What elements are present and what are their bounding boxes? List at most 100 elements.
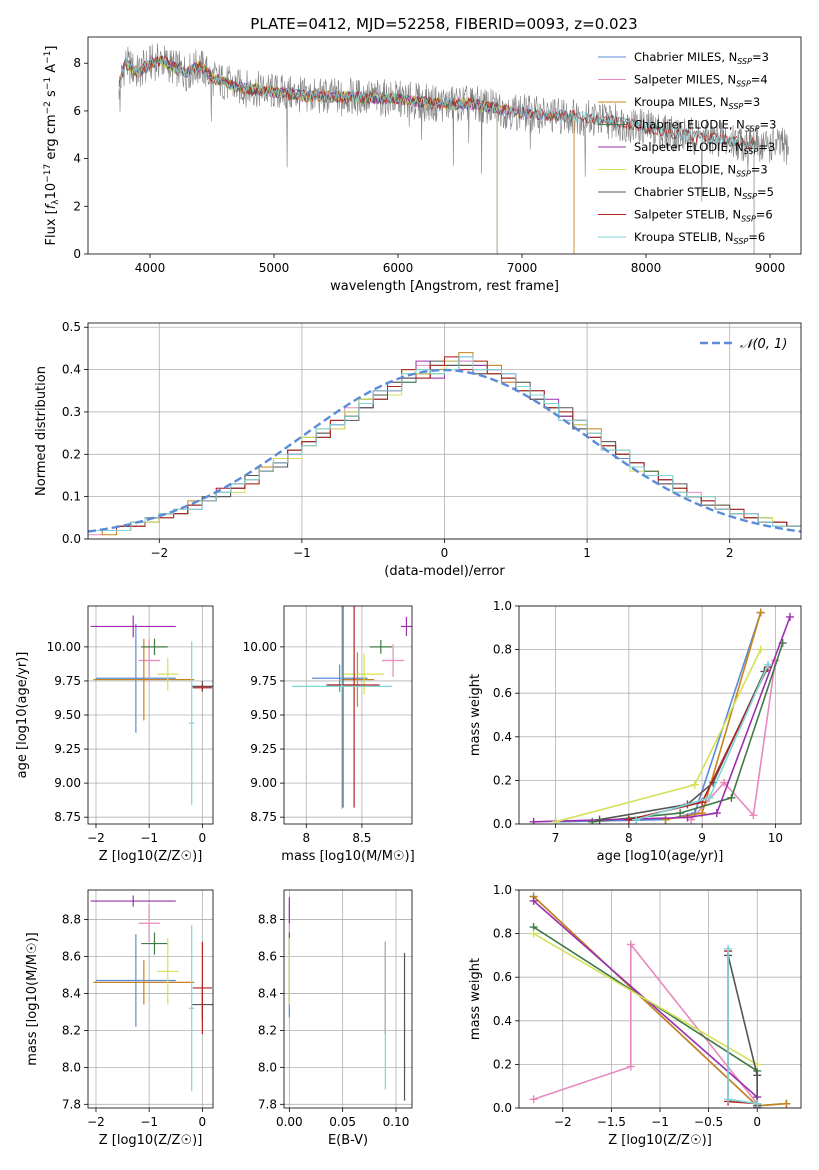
y-tick-label: 9.00 bbox=[54, 776, 81, 790]
y-tick-label: 8 bbox=[73, 56, 81, 70]
y-tick-label: 0.0 bbox=[493, 1101, 512, 1115]
y-tick-label: 0.8 bbox=[493, 643, 512, 657]
legend-entry: Kroupa MILES, NSSP=3 bbox=[634, 95, 760, 111]
x-axis-label: Z [log10(Z/Z☉)] bbox=[99, 1133, 203, 1148]
weight-marker bbox=[690, 780, 699, 789]
x-axis-label: E(B-V) bbox=[328, 1133, 368, 1148]
legend-entry: Salpeter STELIB, NSSP=6 bbox=[634, 208, 773, 224]
y-tick-label: 2 bbox=[73, 199, 81, 213]
weight-line bbox=[533, 616, 791, 823]
x-tick-label: 1 bbox=[583, 546, 591, 560]
weight-line bbox=[533, 900, 758, 1108]
panel-age_vs_weight: 7 8 9 10 0.0 0.2 0.4 0.6 0.8 1.0 age [log10(age/yr… bbox=[468, 599, 802, 864]
model-spectrum-line bbox=[118, 56, 498, 254]
x-tick-label: −1.5 bbox=[597, 1115, 626, 1129]
x-tick-label: 8000 bbox=[631, 261, 662, 275]
panel-z_vs_weight: −2 −1.5 −1 −0.5 0 0.0 0.2 0.4 0.6 0.8 1.0 Z [log10(… bbox=[468, 883, 802, 1148]
y-tick-label: 9.75 bbox=[250, 674, 277, 688]
x-tick-label: 6000 bbox=[383, 261, 414, 275]
x-tick-label: −2 bbox=[87, 1115, 105, 1129]
y-tick-label: 0.5 bbox=[62, 320, 81, 334]
x-tick-label: 0.05 bbox=[329, 1115, 356, 1129]
model-spectrum-line bbox=[118, 54, 575, 254]
weight-marker bbox=[529, 817, 538, 824]
y-tick-label: 0.2 bbox=[493, 773, 512, 787]
weight-marker bbox=[764, 660, 773, 669]
weight-marker bbox=[724, 944, 733, 953]
y-tick-label: 8.8 bbox=[258, 913, 277, 927]
y-tick-label: 0.2 bbox=[62, 447, 81, 461]
weight-marker bbox=[712, 809, 721, 818]
y-axis-label: Normed distribution bbox=[34, 366, 49, 496]
y-tick-label: 0.2 bbox=[493, 1057, 512, 1071]
x-tick-label: 8 bbox=[302, 831, 310, 845]
panel-spectrum: 4000 5000 6000 7000 8000 9000 0 2 4 6 8 wavelength … bbox=[43, 36, 802, 294]
legend-entry: 𝒩(0, 1) bbox=[740, 337, 787, 352]
y-tick-label: 4 bbox=[73, 152, 81, 166]
model-spectrum-line bbox=[118, 55, 498, 254]
y-tick-label: 0.8 bbox=[493, 927, 512, 941]
weight-line bbox=[533, 942, 758, 1105]
y-tick-label: 0.4 bbox=[62, 363, 81, 377]
weight-marker bbox=[753, 1071, 762, 1080]
weight-marker bbox=[724, 1095, 733, 1104]
weight-line bbox=[592, 642, 784, 823]
y-tick-label: 9.75 bbox=[54, 674, 81, 688]
histogram-step bbox=[88, 356, 801, 539]
legend-entry: Chabrier MILES, NSSP=3 bbox=[634, 50, 769, 66]
y-tick-label: 8.0 bbox=[258, 1060, 277, 1074]
legend-entry: Salpeter ELODIE, NSSP=3 bbox=[634, 140, 775, 156]
x-tick-label: 8.5 bbox=[352, 831, 371, 845]
y-tick-label: 0.3 bbox=[62, 405, 81, 419]
y-tick-label: 10.00 bbox=[47, 640, 81, 654]
weight-marker bbox=[749, 811, 758, 820]
weight-marker bbox=[705, 793, 714, 802]
x-tick-label: −1 bbox=[140, 831, 158, 845]
axes-frame bbox=[87, 322, 802, 540]
y-tick-label: 7.8 bbox=[258, 1097, 277, 1111]
plot-area bbox=[529, 608, 795, 824]
x-axis-label: Z [log10(Z/Z☉)] bbox=[608, 1133, 712, 1148]
x-tick-label: 0 bbox=[753, 1115, 761, 1129]
normal-curve bbox=[88, 368, 801, 533]
y-tick-label: 0.6 bbox=[493, 970, 512, 984]
weight-marker bbox=[786, 612, 795, 621]
model-spectrum-line bbox=[118, 55, 755, 254]
weight-line bbox=[555, 649, 762, 823]
y-tick-label: 9.00 bbox=[250, 776, 277, 790]
y-axis-label: Flux [fλ10−17 erg cm−2 s−1 A−1] bbox=[43, 46, 61, 246]
x-tick-label: 2 bbox=[726, 546, 734, 560]
y-tick-label: 6 bbox=[73, 104, 81, 118]
legend-entry: Chabrier STELIB, NSSP=5 bbox=[634, 185, 774, 201]
plot-area bbox=[88, 352, 801, 539]
panel-z_vs_age: −2 −1 0 8.75 9.00 9.25 9.50 9.75 10.00 Z [log10(Z… bbox=[15, 605, 214, 864]
plot-area bbox=[90, 615, 213, 805]
x-tick-label: 0.00 bbox=[276, 1115, 303, 1129]
x-axis-label: wavelength [Angstrom, rest frame] bbox=[330, 279, 559, 294]
x-tick-label: 7000 bbox=[507, 261, 538, 275]
axes-frame bbox=[283, 889, 413, 1109]
weight-marker bbox=[683, 813, 692, 822]
y-tick-label: 8.6 bbox=[62, 950, 81, 964]
y-tick-label: 0 bbox=[73, 247, 81, 261]
x-tick-label: 0 bbox=[199, 1115, 207, 1129]
axes-frame bbox=[518, 605, 802, 825]
x-tick-label: −1 bbox=[651, 1115, 669, 1129]
x-axis-label: mass [log10(M/M☉)] bbox=[281, 849, 414, 864]
x-tick-label: −1 bbox=[293, 546, 311, 560]
y-tick-label: 8.75 bbox=[54, 810, 81, 824]
weight-line bbox=[533, 926, 758, 1108]
y-tick-label: 8.4 bbox=[258, 986, 277, 1000]
legend-entry: Kroupa ELODIE, NSSP=3 bbox=[634, 163, 768, 179]
weight-marker bbox=[756, 608, 765, 617]
y-tick-label: 0.0 bbox=[62, 532, 81, 546]
y-axis-label: age [log10(age/yr)] bbox=[15, 652, 30, 779]
y-tick-label: 1.0 bbox=[493, 883, 512, 897]
weight-marker bbox=[720, 778, 729, 787]
x-tick-label: 8 bbox=[625, 831, 633, 845]
weight-marker bbox=[551, 817, 560, 824]
y-tick-label: 0.1 bbox=[62, 490, 81, 504]
y-tick-label: 10.00 bbox=[243, 640, 277, 654]
weight-marker bbox=[661, 815, 670, 824]
